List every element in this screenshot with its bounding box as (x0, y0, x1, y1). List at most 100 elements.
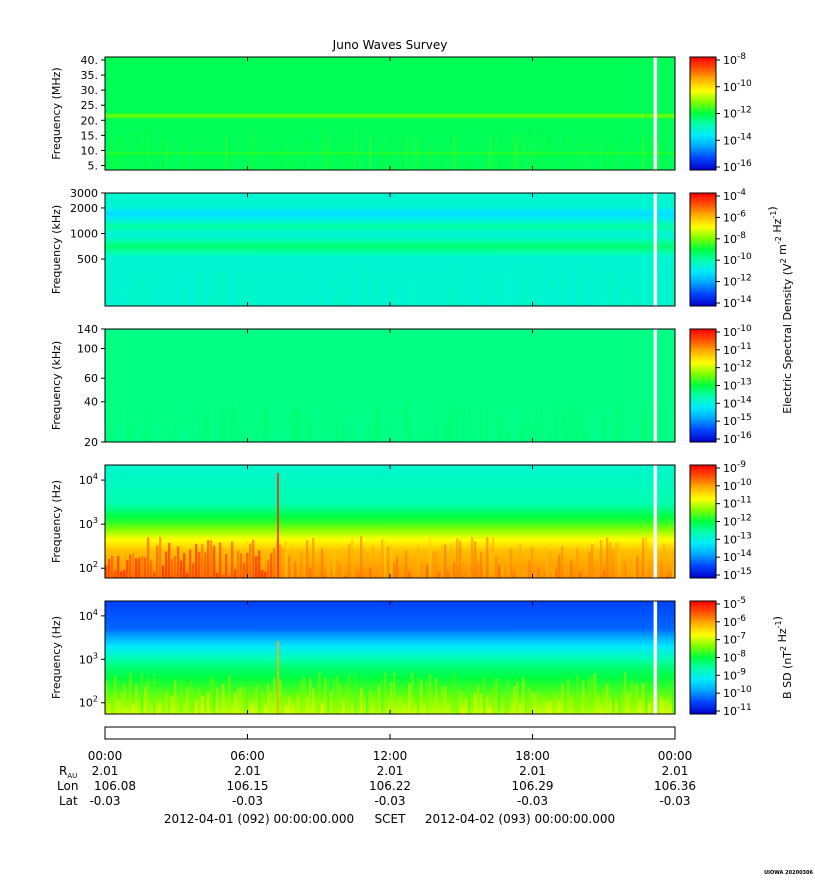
colorbar-tick-label: 10-10 (723, 478, 752, 493)
colorbar-tick-label: 10-8 (723, 231, 746, 246)
time-tick-label: 18:00 (515, 749, 550, 763)
lon-value: 106.08 (94, 779, 136, 793)
y-tick-label: 104 (79, 472, 98, 487)
colorbar-tick-label: 10-8 (723, 650, 746, 665)
spectrogram-texture (105, 672, 675, 714)
colorbar-tick-label: 10-10 (723, 324, 752, 339)
colorbar-tick-label: 10-10 (723, 79, 752, 94)
start-time: 2012-04-01 (092) 00:00:00.000 (164, 812, 354, 826)
y-tick-label: 102 (79, 695, 98, 710)
colorbar-tick-label: 10-10 (723, 685, 752, 700)
colorbar-tick-label: 10-9 (723, 460, 746, 475)
data-gap (653, 329, 658, 442)
colorbar-2: 10-4 10-6 10-8 10-10 10-12 10-14 Electric Spec… (689, 188, 794, 414)
colorbar-tick-label: 10-11 (723, 703, 752, 718)
colorbar-tick-label: 10-10 (723, 252, 752, 267)
y-tick-label: 25. (81, 99, 99, 112)
spectrogram-texture (105, 536, 675, 578)
colorbar-tick-label: 10-12 (723, 106, 752, 121)
data-gap (653, 57, 658, 170)
panel-1: 40. 35. 30. 25. 20. 15. 10. 5. Frequency (MHz) 10… (50, 52, 752, 174)
y-tick-label: 60 (84, 372, 98, 385)
time-tick-label: 12:00 (373, 749, 408, 763)
spectrogram-texture (105, 128, 675, 170)
y-tick-label: 2000 (70, 202, 98, 215)
colorbar-tick-label: 10-16 (723, 431, 752, 446)
spectrogram-3 (105, 329, 675, 442)
lon-row-label: Lon (57, 779, 78, 793)
data-gap (653, 193, 658, 306)
colorbar-tick-label: 10-4 (723, 188, 746, 203)
colorbar-tick-label: 10-6 (723, 614, 746, 629)
y-tick-label: 1000 (70, 228, 98, 241)
y-tick-label: 20 (84, 436, 98, 449)
y-tick-label: 15. (81, 129, 99, 142)
r-au-value: 2.01 (234, 764, 261, 778)
lon-value: 106.36 (654, 779, 696, 793)
panels: 40. 35. 30. 25. 20. 15. 10. 5. Frequency (MHz) 10… (50, 52, 794, 718)
y-tick-label: 102 (79, 560, 98, 575)
r-au-row-label: RAU (59, 764, 77, 780)
y-tick-label: 3000 (70, 187, 98, 200)
lat-value: -0.03 (659, 794, 690, 808)
colorbar-label: Electric Spectral Density (V2 m-2 Hz-1) (766, 206, 794, 413)
y-tick-label: 103 (79, 516, 98, 531)
y-tick-label: 30. (81, 84, 99, 97)
y-tick-label: 104 (79, 608, 98, 623)
y-axis-label: Frequency (kHz) (50, 341, 63, 430)
event-line (277, 473, 279, 578)
y-tick-label: 35. (81, 69, 99, 82)
colorbar-tick-label: 10-12 (723, 514, 752, 529)
footer-stamp: UIOWA 20200306 (764, 870, 813, 876)
data-gap (653, 601, 658, 714)
time-tick-label: 06:00 (230, 749, 265, 763)
y-tick-label: 10. (81, 144, 99, 157)
data-gap (653, 465, 658, 578)
lat-value: -0.03 (517, 794, 548, 808)
lat-value: -0.03 (232, 794, 263, 808)
colorbar-tick-label: 10-12 (723, 274, 752, 289)
colorbar-tick-label: 10-14 (723, 132, 752, 147)
colorbar-tick-label: 10-11 (723, 342, 752, 357)
colorbar-tick-label: 10-14 (723, 395, 752, 410)
lon-value: 106.15 (227, 779, 269, 793)
end-time: 2012-04-02 (093) 00:00:00.000 (425, 812, 615, 826)
spectrogram-2 (105, 193, 675, 306)
lat-row-label: Lat (59, 794, 78, 808)
lon-value: 106.22 (369, 779, 411, 793)
colorbar-tick-label: 10-13 (723, 531, 752, 546)
y-axis-label: Frequency (kHz) (50, 205, 63, 294)
colorbar-label: B SD (nT2 Hz-1) (771, 616, 794, 699)
colorbar-1: 10-8 10-10 10-12 10-14 10-16 (689, 52, 752, 174)
colorbar-tick-label: 10-15 (723, 567, 752, 582)
colorbar-3: 10-10 10-11 10-12 10-13 10-14 10-15 10-16 (689, 324, 752, 446)
y-tick-label: 100 (77, 343, 98, 356)
colorbar-tick-label: 10-6 (723, 209, 746, 224)
y-axis-label: Frequency (Hz) (50, 616, 63, 699)
y-tick-label: 40 (84, 396, 98, 409)
y-tick-label: 40. (81, 54, 99, 67)
y-axis-label: Frequency (Hz) (50, 480, 63, 563)
lat-value: -0.03 (374, 794, 405, 808)
colorbar-tick-label: 10-11 (723, 496, 752, 511)
lat-value: -0.03 (89, 794, 120, 808)
time-axis: 00:002.01106.08-0.0306:002.01106.15-0.03… (57, 726, 696, 826)
colorbar-4: 10-9 10-10 10-11 10-12 10-13 10-14 10-15 (689, 460, 752, 582)
time-tick-label: 00:00 (658, 749, 693, 763)
chart-title: Juno Waves Survey (332, 38, 448, 52)
time-tick-label: 00:00 (88, 749, 123, 763)
y-tick-label: 20. (81, 114, 99, 127)
lon-value: 106.29 (512, 779, 554, 793)
colorbar-tick-label: 10-15 (723, 413, 752, 428)
y-tick-label: 5. (88, 159, 99, 172)
colorbar-tick-label: 10-16 (723, 159, 752, 174)
colorbar-tick-label: 10-14 (723, 549, 752, 564)
colorbar-tick-label: 10-7 (723, 632, 746, 647)
y-tick-label: 103 (79, 651, 98, 666)
spectrogram-1 (105, 57, 675, 170)
colorbar-tick-label: 10-8 (723, 52, 746, 67)
colorbar-tick-label: 10-13 (723, 378, 752, 393)
